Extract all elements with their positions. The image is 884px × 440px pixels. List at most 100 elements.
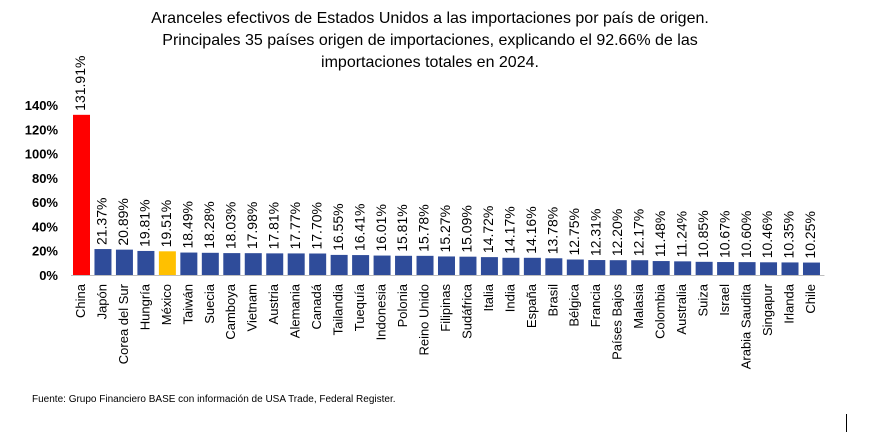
data-label: 15.09% <box>459 205 475 252</box>
category-label: Chile <box>803 284 818 314</box>
data-label: 17.70% <box>308 202 324 249</box>
category-label: China <box>73 283 88 318</box>
category-label: Austria <box>266 283 281 324</box>
bar <box>437 256 455 275</box>
category-label: Corea del Sur <box>116 283 131 364</box>
bar <box>738 262 756 275</box>
category-label: Japón <box>94 284 109 319</box>
data-label: 131.91% <box>72 56 88 111</box>
bar <box>674 261 692 275</box>
data-label: 10.25% <box>802 211 818 258</box>
y-tick-label: 140% <box>25 98 59 113</box>
bar <box>115 249 133 275</box>
data-label: 12.31% <box>587 209 603 256</box>
data-label: 18.49% <box>180 201 196 248</box>
bar <box>201 252 219 275</box>
data-label: 10.35% <box>781 211 797 258</box>
bar <box>802 262 820 275</box>
category-label: Arabia Saudita <box>739 283 754 369</box>
bar <box>502 257 520 275</box>
data-label: 12.17% <box>630 209 646 256</box>
category-label: Colombia <box>653 283 668 339</box>
bar <box>545 258 563 275</box>
category-label: Filipinas <box>438 284 453 332</box>
data-label: 15.78% <box>416 204 432 251</box>
text-cursor <box>846 414 847 432</box>
category-label: Sudáfrica <box>459 283 474 339</box>
category-label: España <box>524 283 539 328</box>
bar <box>395 255 413 275</box>
data-label: 17.98% <box>244 202 260 249</box>
bar <box>158 251 176 275</box>
bar <box>480 257 498 275</box>
bar <box>73 114 90 275</box>
bar <box>330 254 348 275</box>
y-tick-label: 40% <box>32 219 58 234</box>
chart-title-line-1: Aranceles efectivos de Estados Unidos a … <box>151 10 709 27</box>
category-label: México <box>159 284 174 325</box>
data-label: 11.48% <box>652 211 668 257</box>
category-label: Suecia <box>202 283 217 324</box>
bar <box>373 255 391 275</box>
data-label: 10.46% <box>759 211 775 258</box>
bar <box>631 260 649 275</box>
bar <box>223 253 241 275</box>
category-label: Taiwán <box>180 284 195 324</box>
data-label: 19.81% <box>137 199 153 246</box>
category-label: Polonia <box>395 283 410 327</box>
data-label: 15.27% <box>437 205 453 252</box>
category-label: Hungría <box>137 283 152 330</box>
bar <box>652 261 670 275</box>
category-label: Suiza <box>696 283 711 316</box>
data-label: 15.81% <box>394 204 410 251</box>
category-label: Canadá <box>309 283 324 329</box>
category-label: Reino Unido <box>416 284 431 356</box>
category-label: Tailandia <box>331 283 346 335</box>
bar <box>695 261 713 275</box>
data-label: 11.24% <box>673 211 689 257</box>
category-label: Alemania <box>288 283 303 338</box>
data-label: 12.20% <box>609 209 625 256</box>
bar <box>244 253 262 275</box>
category-label: Tuequía <box>352 283 367 331</box>
data-label: 10.67% <box>716 211 732 258</box>
bar <box>781 262 799 275</box>
category-label: Israel <box>717 284 732 316</box>
category-label: Vietnam <box>245 284 260 331</box>
data-label: 18.28% <box>201 201 217 248</box>
data-label: 16.41% <box>351 204 367 251</box>
y-tick-label: 20% <box>32 244 58 259</box>
category-label: Italia <box>481 283 496 311</box>
category-label: Indonesia <box>374 283 389 340</box>
bar <box>309 253 327 275</box>
y-tick-label: 60% <box>32 195 58 210</box>
data-label: 12.75% <box>566 208 582 255</box>
bar <box>137 250 155 275</box>
bar <box>717 262 735 275</box>
category-label: Bélgica <box>567 283 582 326</box>
bar <box>459 256 477 275</box>
chart-title-line-3: importaciones totales en 2024. <box>321 54 539 71</box>
y-tick-label: 120% <box>25 122 59 137</box>
bar <box>566 259 584 275</box>
chart-title: Aranceles efectivos de Estados Unidos a … <box>80 8 780 74</box>
data-label: 18.03% <box>222 202 238 249</box>
category-label: Francia <box>588 283 603 327</box>
data-label: 14.17% <box>502 206 518 253</box>
bar <box>287 253 305 275</box>
data-label: 17.77% <box>287 202 303 249</box>
chart-title-line-2: Principales 35 países origen de importac… <box>162 32 698 49</box>
bar <box>760 262 778 275</box>
data-label: 16.01% <box>373 204 389 251</box>
category-label: Brasil <box>545 284 560 317</box>
source-note: Fuente: Grupo Financiero BASE con inform… <box>32 394 396 405</box>
bar <box>609 260 627 275</box>
category-label: Malasia <box>631 283 646 329</box>
category-label: Irlanda <box>781 283 796 324</box>
data-label: 19.51% <box>158 200 174 247</box>
data-label: 10.60% <box>738 211 754 258</box>
category-label: India <box>502 283 517 312</box>
bar <box>352 255 370 275</box>
category-label: Singapur <box>760 283 775 336</box>
